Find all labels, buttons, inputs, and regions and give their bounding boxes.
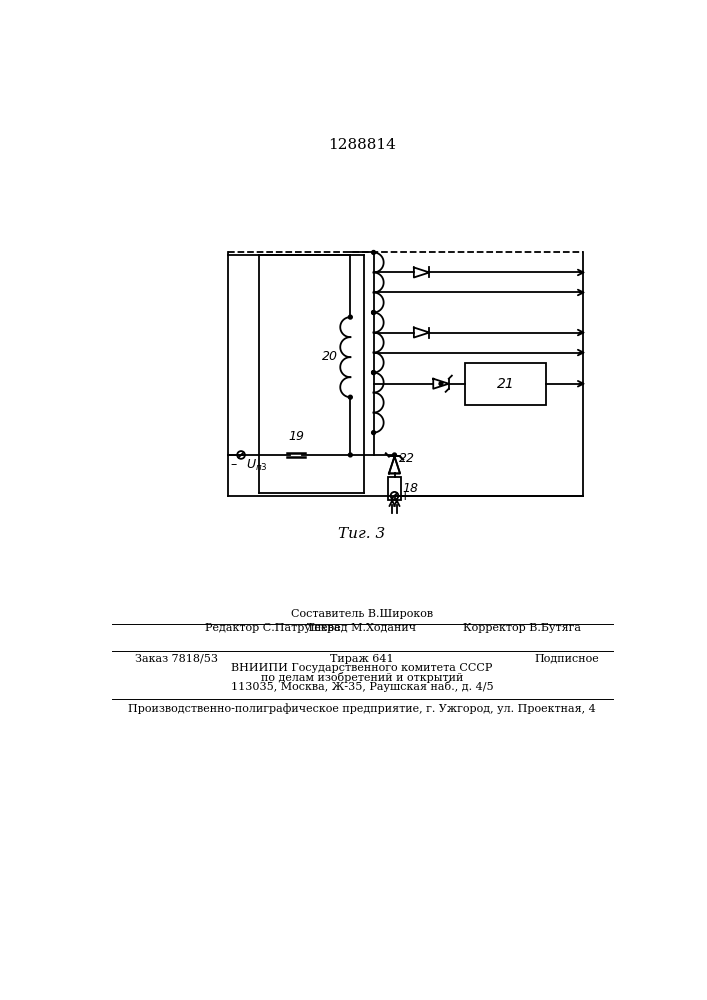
Text: 1288814: 1288814 bbox=[328, 138, 396, 152]
Circle shape bbox=[372, 371, 375, 374]
Circle shape bbox=[349, 453, 352, 457]
Circle shape bbox=[439, 382, 443, 386]
Circle shape bbox=[349, 395, 352, 399]
Text: 19: 19 bbox=[288, 430, 304, 443]
Text: Τиг. 3: Τиг. 3 bbox=[339, 527, 385, 541]
Text: 113035, Москва, Ж-35, Раушская наб., д. 4/5: 113035, Москва, Ж-35, Раушская наб., д. … bbox=[230, 681, 493, 692]
Text: Заказ 7818/53: Заказ 7818/53 bbox=[135, 654, 218, 664]
Text: 22: 22 bbox=[399, 452, 415, 465]
Text: 21: 21 bbox=[497, 377, 515, 391]
Text: Тираж 641: Тираж 641 bbox=[330, 654, 394, 664]
Text: Техред М.Ходанич: Техред М.Ходанич bbox=[308, 623, 416, 633]
Circle shape bbox=[349, 315, 352, 319]
Circle shape bbox=[392, 453, 397, 457]
Circle shape bbox=[372, 311, 375, 314]
Text: –: – bbox=[230, 458, 236, 471]
Bar bbox=[465, 363, 547, 405]
Circle shape bbox=[372, 251, 375, 254]
Text: 20: 20 bbox=[322, 350, 338, 363]
Text: +: + bbox=[400, 490, 411, 503]
Text: 18: 18 bbox=[402, 482, 419, 495]
Text: Производственно-полиграфическое предприятие, г. Ужгород, ул. Проектная, 4: Производственно-полиграфическое предприя… bbox=[128, 703, 596, 714]
Text: $U_{п3}$: $U_{п3}$ bbox=[246, 457, 267, 473]
Text: Составитель В.Широков: Составитель В.Широков bbox=[291, 609, 433, 619]
Bar bbox=[388, 477, 401, 500]
Text: по делам изобретений и открытий: по делам изобретений и открытий bbox=[261, 672, 463, 683]
Text: Корректор В.Бутяга: Корректор В.Бутяга bbox=[463, 623, 581, 633]
Circle shape bbox=[372, 431, 375, 435]
Circle shape bbox=[372, 311, 375, 314]
Text: ВНИИПИ Государственного комитета СССР: ВНИИПИ Государственного комитета СССР bbox=[231, 663, 493, 673]
Circle shape bbox=[372, 371, 375, 374]
Text: Подписное: Подписное bbox=[534, 654, 599, 664]
Text: Редактор С.Патрушева: Редактор С.Патрушева bbox=[204, 623, 340, 633]
